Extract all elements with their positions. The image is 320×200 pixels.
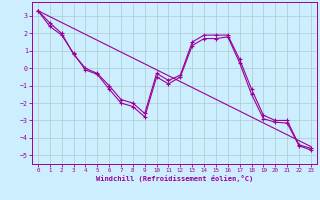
X-axis label: Windchill (Refroidissement éolien,°C): Windchill (Refroidissement éolien,°C)	[96, 175, 253, 182]
